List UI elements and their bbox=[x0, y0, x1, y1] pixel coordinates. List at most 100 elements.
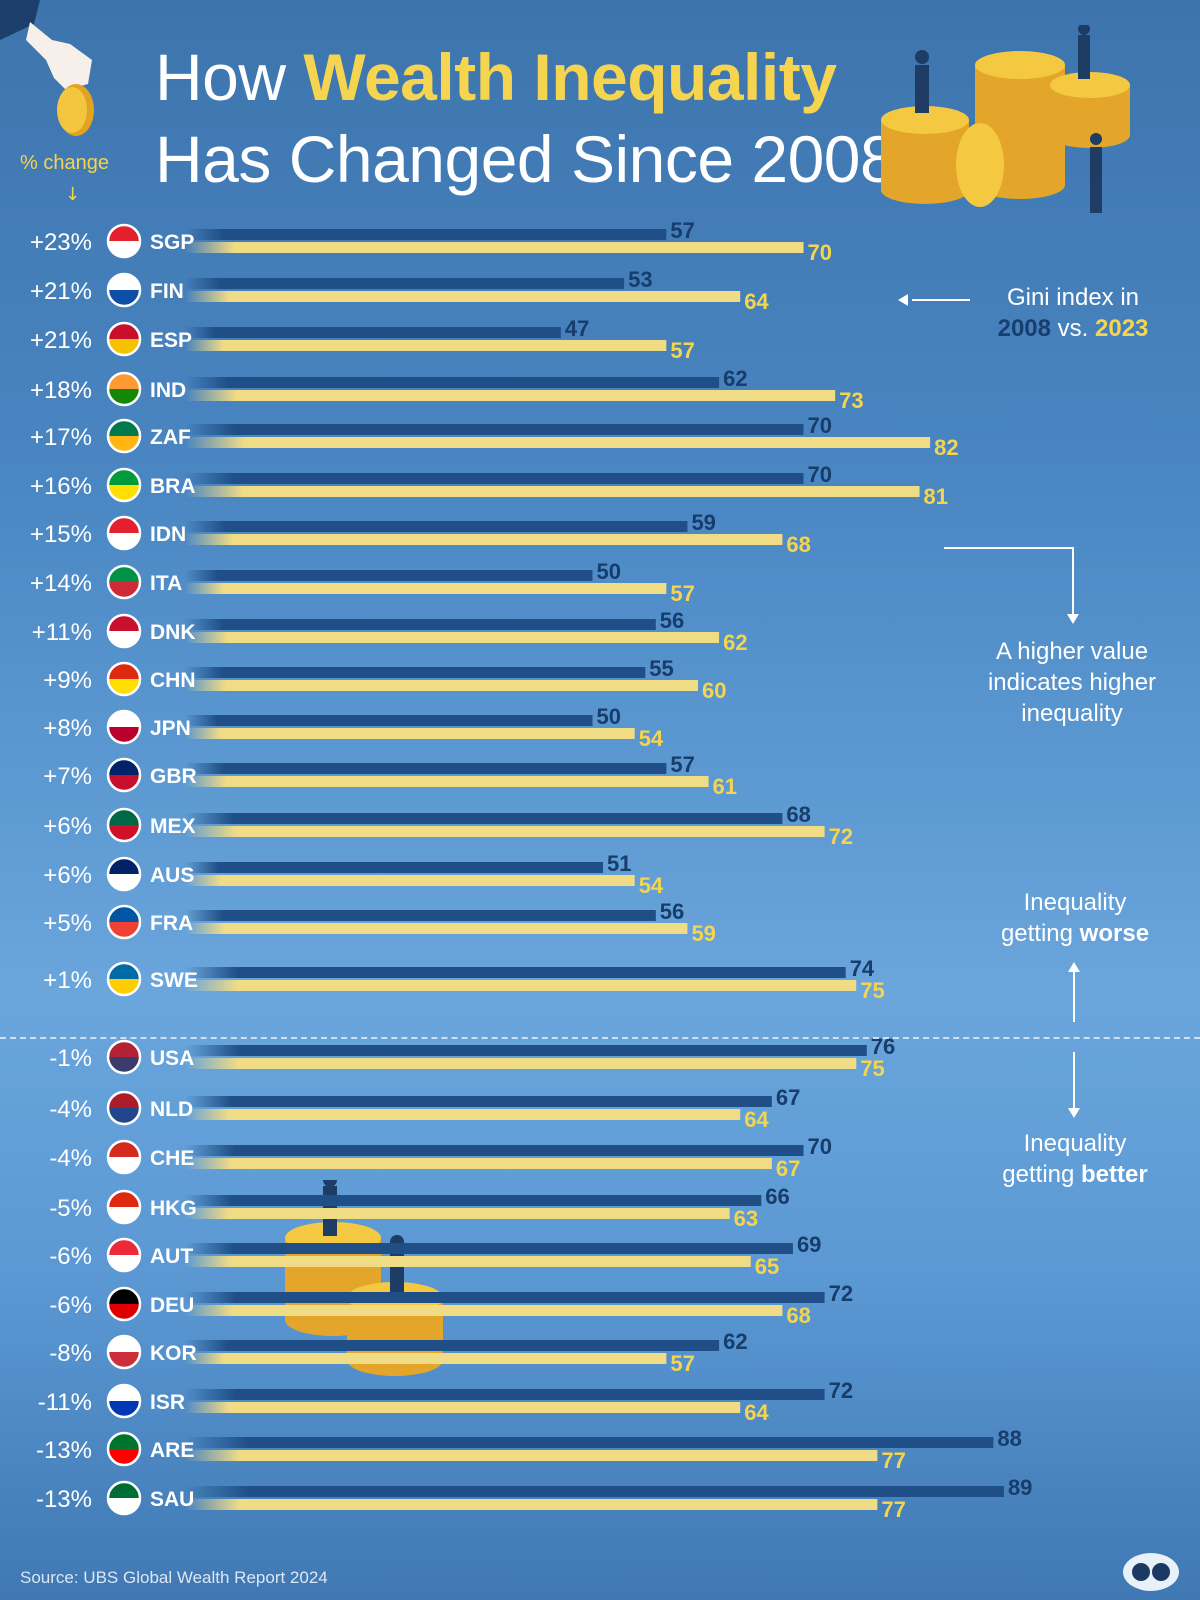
higher-value-pointer-line bbox=[944, 547, 1072, 549]
bar-2008-hkg bbox=[185, 1195, 762, 1206]
flag-top-mex bbox=[108, 809, 140, 825]
change-sgp: +23% bbox=[30, 229, 92, 256]
value-2023-ita: 57 bbox=[670, 581, 694, 606]
value-2008-sgp: 57 bbox=[670, 218, 694, 243]
value-2008-isr: 72 bbox=[829, 1378, 853, 1403]
bar-2008-deu bbox=[185, 1292, 825, 1303]
flag-ring-hkg bbox=[106, 1189, 142, 1225]
change-bra: +16% bbox=[30, 473, 92, 500]
flag-ring-mex bbox=[106, 807, 142, 843]
value-2023-esp: 57 bbox=[670, 338, 694, 363]
value-2008-nld: 67 bbox=[776, 1085, 800, 1110]
flag-ring-chn bbox=[106, 661, 142, 697]
change-gbr: +7% bbox=[43, 763, 92, 790]
value-2008-fin: 53 bbox=[628, 267, 652, 292]
flag-bottom-deu bbox=[108, 1304, 140, 1320]
bar-2008-mex bbox=[185, 813, 783, 824]
flag-top-sau bbox=[108, 1482, 140, 1498]
bar-2008-zaf bbox=[185, 424, 804, 435]
country-code-idn: IDN bbox=[150, 523, 186, 546]
bar-2008-sau bbox=[185, 1486, 1004, 1497]
title-line-2: Has Changed Since 2008 bbox=[155, 122, 897, 196]
change-mex: +6% bbox=[43, 813, 92, 840]
hand-coin-illustration bbox=[0, 0, 94, 136]
change-aut: -6% bbox=[49, 1243, 92, 1270]
worse-note-prefix: Inequality getting bbox=[1000, 889, 1127, 947]
value-2023-che: 67 bbox=[776, 1156, 800, 1181]
worse-better-divider bbox=[0, 1037, 1200, 1039]
flag-bottom-hkg bbox=[108, 1207, 140, 1223]
country-code-bra: BRA bbox=[150, 475, 196, 498]
legend-arrow-icon bbox=[898, 294, 908, 306]
flag-bottom-bra bbox=[108, 485, 140, 501]
bar-2023-nld bbox=[185, 1109, 741, 1120]
change-jpn: +8% bbox=[43, 715, 92, 742]
change-are: -13% bbox=[36, 1437, 92, 1464]
bar-2008-aut bbox=[185, 1243, 793, 1254]
title-prefix: How bbox=[155, 40, 304, 114]
country-code-sgp: SGP bbox=[150, 231, 194, 254]
value-2023-bra: 81 bbox=[924, 484, 948, 509]
bar-2023-hkg bbox=[185, 1208, 730, 1219]
better-note-word: better bbox=[1081, 1161, 1148, 1188]
value-2008-che: 70 bbox=[808, 1134, 832, 1159]
value-2008-swe: 74 bbox=[850, 956, 875, 981]
change-idn: +15% bbox=[30, 521, 92, 548]
flag-ring-esp bbox=[106, 321, 142, 357]
flag-bottom-isr bbox=[108, 1401, 140, 1417]
flag-top-fin bbox=[108, 274, 140, 290]
value-2008-are: 88 bbox=[997, 1426, 1021, 1451]
bar-2023-jpn bbox=[185, 728, 635, 739]
value-2008-deu: 72 bbox=[829, 1281, 853, 1306]
bar-2008-dnk bbox=[185, 619, 656, 630]
change-aus: +6% bbox=[43, 862, 92, 889]
bar-2008-isr bbox=[185, 1389, 825, 1400]
change-ind: +18% bbox=[30, 377, 92, 404]
change-esp: +21% bbox=[30, 327, 92, 354]
value-2008-esp: 47 bbox=[565, 316, 589, 341]
bar-2008-are bbox=[185, 1437, 994, 1448]
flag-ring-are bbox=[106, 1431, 142, 1467]
country-code-gbr: GBR bbox=[150, 765, 197, 788]
worse-note-word: worse bbox=[1079, 920, 1150, 947]
change-hkg: -5% bbox=[49, 1195, 92, 1222]
flag-bottom-aus bbox=[108, 874, 140, 890]
coin-stacks-illustration bbox=[881, 25, 1130, 213]
bar-2008-usa bbox=[185, 1045, 867, 1056]
flag-ring-kor bbox=[106, 1334, 142, 1370]
value-2008-kor: 62 bbox=[723, 1329, 747, 1354]
flag-bottom-nld bbox=[108, 1108, 140, 1124]
flag-ring-swe bbox=[106, 961, 142, 997]
bar-2023-mex bbox=[185, 826, 825, 837]
bar-2023-ind bbox=[185, 390, 836, 401]
brand-logo-icon bbox=[1123, 1553, 1179, 1591]
flag-ring-che bbox=[106, 1139, 142, 1175]
better-arrow-line bbox=[1073, 1052, 1075, 1108]
value-2023-idn: 68 bbox=[786, 532, 810, 557]
flag-bottom-ita bbox=[108, 582, 140, 598]
title-highlight: Wealth Inequality bbox=[303, 40, 837, 114]
worse-arrow-line bbox=[1073, 970, 1075, 1022]
flag-top-aut bbox=[108, 1239, 140, 1255]
flag-top-nld bbox=[108, 1092, 140, 1108]
value-2008-aus: 51 bbox=[607, 851, 631, 876]
flag-bottom-dnk bbox=[108, 631, 140, 647]
bar-2023-fin bbox=[185, 291, 741, 302]
bar-2008-swe bbox=[185, 967, 846, 978]
bar-2008-che bbox=[185, 1145, 804, 1156]
flag-top-hkg bbox=[108, 1191, 140, 1207]
country-code-isr: ISR bbox=[150, 1391, 185, 1414]
bar-2008-idn bbox=[185, 521, 688, 532]
bar-2008-kor bbox=[185, 1340, 720, 1351]
flag-top-are bbox=[108, 1433, 140, 1449]
flag-top-chn bbox=[108, 663, 140, 679]
flag-bottom-fra bbox=[108, 922, 140, 938]
country-code-chn: CHN bbox=[150, 669, 196, 692]
flag-top-fra bbox=[108, 906, 140, 922]
flag-top-isr bbox=[108, 1385, 140, 1401]
flag-top-ita bbox=[108, 566, 140, 582]
flag-bottom-ind bbox=[108, 389, 140, 405]
flag-bottom-are bbox=[108, 1449, 140, 1465]
flag-bottom-sgp bbox=[108, 241, 140, 257]
better-arrow-icon bbox=[1068, 1108, 1080, 1118]
